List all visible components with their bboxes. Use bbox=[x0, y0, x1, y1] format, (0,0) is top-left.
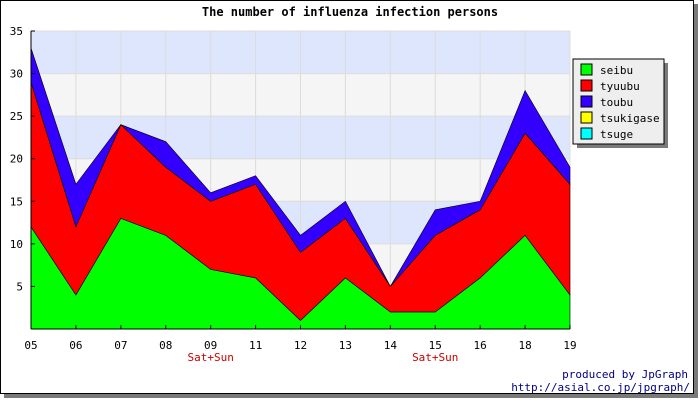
x-tick-labels: 05 06 07 08 09 11 12 13 14 15 16 18 19 bbox=[24, 325, 577, 352]
legend-swatch-tyuubu bbox=[580, 79, 593, 92]
legend-swatch-seibu bbox=[580, 63, 593, 76]
x-tick-label: 09 bbox=[204, 339, 217, 352]
y-tick-label: 15 bbox=[10, 195, 23, 208]
area-toubu bbox=[30, 47, 571, 288]
legend-label-tsukigase: tsukigase bbox=[600, 112, 660, 125]
y-tick-labels: 5 10 15 20 25 30 35 bbox=[10, 25, 35, 293]
weekend-annotation: Sat+Sun bbox=[187, 351, 233, 364]
legend-label-toubu: toubu bbox=[600, 96, 633, 109]
x-tick-label: 15 bbox=[429, 339, 442, 352]
chart-title: The number of influenza infection person… bbox=[202, 5, 498, 19]
y-tick-label: 20 bbox=[10, 153, 23, 166]
x-tick-label: 08 bbox=[159, 339, 172, 352]
y-tick-label: 25 bbox=[10, 110, 23, 123]
x-tick-label: 14 bbox=[384, 339, 398, 352]
weekend-annotations: Sat+Sun Sat+Sun bbox=[187, 351, 458, 364]
x-tick-label: 05 bbox=[24, 339, 37, 352]
legend-swatch-toubu bbox=[580, 95, 593, 108]
legend-swatch-tsukigase bbox=[580, 111, 593, 124]
y-tick-label: 30 bbox=[10, 68, 23, 81]
x-tick-label: 16 bbox=[474, 339, 487, 352]
y-tick-label: 5 bbox=[16, 280, 23, 293]
x-tick-label: 07 bbox=[114, 339, 127, 352]
x-tick-label: 12 bbox=[294, 339, 307, 352]
x-tick-label: 13 bbox=[339, 339, 352, 352]
legend-label-tsuge: tsuge bbox=[600, 128, 633, 141]
legend: seibu tyuubu toubu tsukigase tsuge bbox=[572, 58, 668, 148]
credit-line-2: http://asial.co.jp/jpgraph/ bbox=[511, 381, 690, 394]
x-tick-label: 11 bbox=[249, 339, 262, 352]
legend-label-tyuubu: tyuubu bbox=[600, 80, 640, 93]
x-tick-label: 18 bbox=[518, 339, 531, 352]
x-tick-label: 19 bbox=[563, 339, 576, 352]
y-tick-label: 10 bbox=[10, 238, 23, 251]
legend-swatch-tsuge bbox=[580, 127, 593, 140]
y-tick-label: 35 bbox=[10, 25, 23, 38]
x-tick-label: 06 bbox=[69, 339, 82, 352]
legend-label-seibu: seibu bbox=[600, 64, 633, 77]
weekend-annotation: Sat+Sun bbox=[412, 351, 458, 364]
credit-line-1: produced by JpGraph bbox=[562, 368, 688, 381]
